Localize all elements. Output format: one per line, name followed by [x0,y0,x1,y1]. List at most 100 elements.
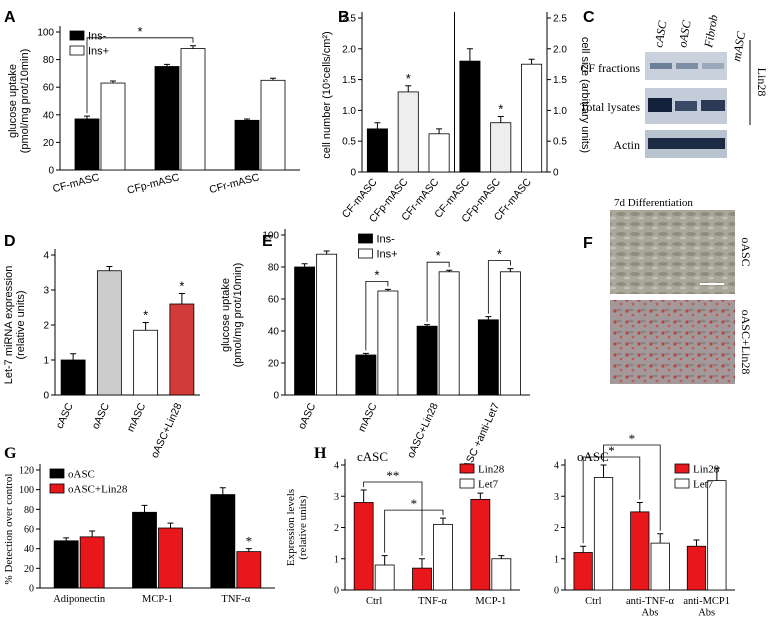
y-tick-label: 120 [19,466,34,477]
x-tick-label: CFr-mASC [208,171,261,196]
blot-row-label: Actin [613,138,640,152]
chart-panel: D 0 1 2 3 4 Let-7 miRNA expression (relative un… [3,233,200,460]
axis-label: glucose uptake [220,278,232,352]
error-bar [498,555,505,559]
y2-tick-label: 0 [553,168,559,179]
y-tick-label: 60 [268,295,280,306]
y-tick-label: 4 [334,461,339,472]
significance-star: * [406,71,411,86]
error-bar [245,548,252,552]
axis-label: (pmol/mg prot/10min) [19,49,31,154]
x-tick-label: cASC [54,401,76,431]
bar [377,290,399,396]
y-tick-label: 3 [334,492,339,503]
legend-label: Ins+ [88,46,109,58]
bar [236,551,262,589]
y-tick-label: 60 [43,83,55,94]
blot-image [645,40,751,158]
error-bar [477,492,484,500]
error-bar [63,537,70,541]
legend-label: Ins- [377,234,396,246]
micrograph-label: oASC+Lin28 [739,310,753,375]
bar [294,266,316,396]
x-tick-label: CF-mASC [51,171,101,195]
micrograph-image [610,210,735,294]
x-tick-label: oASC [296,401,319,431]
legend-swatch [459,478,475,489]
y-tick-label: 20 [43,138,55,149]
y-tick-label: 2.0 [342,44,356,55]
legend-swatch [358,233,373,244]
error-bar [436,128,443,134]
x-tick-label: TNF-α [418,596,447,607]
bar [169,303,195,396]
significance-bracket [603,444,661,531]
panel-letter: E [262,233,273,250]
y-tick-label: 0.5 [342,137,356,148]
chart-panel: B 0 0.5 1.0 1.5 2.0 2.5 0 0.5 1.0 1.5 2.0 2.5 cell nu… [321,9,591,225]
x-tick-label: CFp-mASC [126,171,181,197]
y2-tick-label: 0.5 [553,137,567,148]
chart-label: cASC [357,449,388,464]
error-bar [419,558,425,569]
x-tick-label: Adiponectin [53,594,106,605]
y-tick-label: 40 [24,544,34,555]
bar [650,542,670,591]
legend-swatch [459,463,475,474]
y2-tick-label: 1.0 [553,106,567,117]
chart-panel: A 0 20 40 60 80 100 glucose uptake (pmol/mg prot… [4,9,300,197]
text-line: Abs [642,608,659,619]
y-tick-label: 0 [48,166,54,177]
y-tick-label: 20 [268,359,280,370]
bar [490,122,512,173]
bar [707,480,727,591]
error-bar [440,517,446,525]
significance-star: * [497,247,502,262]
text-line: Abs [698,608,715,619]
axis-label: Expression levels [285,489,297,566]
y-tick-label: 60 [24,525,34,536]
bar [521,63,543,173]
bar [60,359,86,396]
bar [438,271,460,396]
y-tick-label: 100 [262,231,279,242]
y-tick-label: 0 [334,586,339,597]
panel-letter: H [314,445,327,462]
x-tick-label: MCP-1 [142,594,173,605]
bar [573,552,593,591]
error-bar [84,115,90,119]
bar [132,511,157,589]
significance-star: * [179,279,184,294]
panel-letter: C [583,9,595,26]
y-tick-label: 0 [554,586,559,597]
bar [154,66,180,171]
axis-label: glucose uptake [7,64,19,138]
significance-star: * [608,443,615,458]
error-bar [528,58,535,65]
x-tick-label: TNF-α [221,594,250,605]
x-tick-label: oASC+Lin28 [149,401,185,460]
legend-label: Let7 [478,479,499,491]
bar [428,133,450,173]
significance-star: * [374,267,379,282]
error-bar [405,85,412,92]
blot-column-label: Fibrob [701,14,721,50]
legend-label: oASC [68,469,95,481]
y-tick-label: 1 [554,554,559,565]
error-bar [106,266,113,271]
panel-letter: B [338,9,350,26]
y-tick-label: 2 [334,523,339,534]
bar [470,498,491,591]
error-bar [301,263,308,267]
significance-bracket [582,456,641,544]
legend-swatch [674,463,690,474]
x-tick-label: oASC [90,401,113,431]
y2-tick-label: 2.0 [553,44,567,55]
y-tick-label: 0 [350,168,356,179]
x-tick-label: anti-TNF-α Abs [626,596,675,619]
legend-swatch [49,468,65,479]
bar [353,502,374,591]
axis-label: % Detection over control [3,474,15,585]
